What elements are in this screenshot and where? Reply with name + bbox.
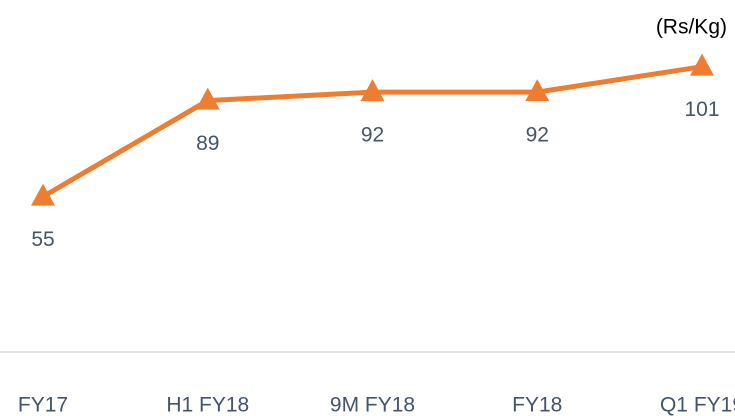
x-tick-label: 9M FY18 [330,394,415,416]
x-tick-label: H1 FY18 [166,394,249,416]
point-marker [31,183,55,206]
data-label: 89 [196,132,219,155]
point-marker [360,79,385,102]
x-tick-label: FY18 [512,394,562,416]
data-label: 92 [361,124,384,147]
data-label: 55 [31,228,54,251]
x-tick-label: Q1 FY19 [660,394,735,416]
data-label: 101 [684,98,719,121]
point-marker [525,79,550,102]
x-tick-label: FY17 [18,394,68,416]
point-marker [690,53,714,76]
data-label: 92 [526,124,549,147]
point-marker [195,87,220,110]
unit-annotation: (Rs/Kg) [656,16,727,39]
